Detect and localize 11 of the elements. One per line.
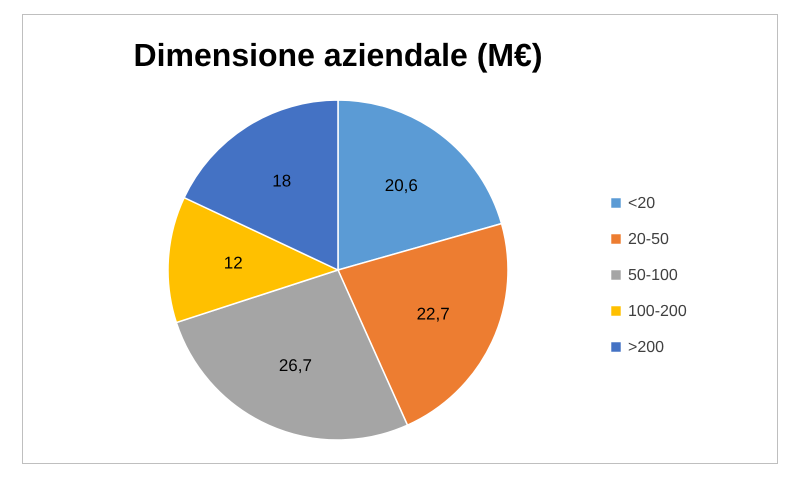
data-label: 12	[224, 253, 243, 272]
data-label: 18	[272, 171, 292, 190]
legend-label: >200	[628, 339, 664, 356]
chart-title: Dimensione aziendale (M€)	[134, 37, 542, 73]
legend-label: 100-200	[628, 303, 687, 320]
legend-label: <20	[628, 195, 656, 212]
legend-label: 20-50	[628, 231, 670, 248]
data-label: 26,7	[278, 356, 312, 375]
legend-label: 50-100	[628, 267, 678, 284]
data-label: 22,7	[416, 304, 450, 324]
data-label: 20,6	[384, 176, 418, 196]
